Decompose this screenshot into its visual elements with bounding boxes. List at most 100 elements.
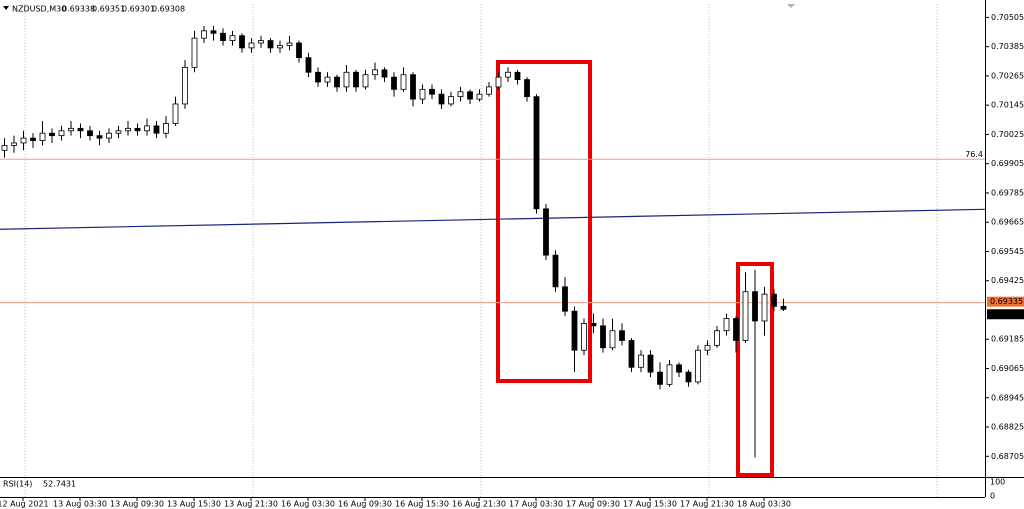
candle-body (258, 40, 264, 44)
price-label-box (987, 309, 1024, 320)
y-tick-label: 0.69185 (991, 335, 1024, 344)
candle-body (524, 79, 530, 98)
candle-body (49, 132, 55, 137)
price-label: 0.69335 (990, 297, 1023, 306)
level-label: 76.4 (965, 150, 983, 159)
rsi-value: 52.7431 (43, 480, 76, 489)
symbol: NZDUSD,M30 (12, 5, 66, 14)
candle-body (457, 91, 464, 98)
header-value: 0.69308 (152, 5, 185, 14)
candle-body (115, 130, 122, 134)
candle-body (761, 293, 768, 322)
x-tick-label: 17 Aug 21:30 (680, 500, 734, 509)
y-tick-label: 0.70265 (991, 71, 1024, 80)
x-tick-label: 13 Aug 21:30 (224, 500, 278, 509)
candle-body (476, 93, 483, 100)
candle-body (704, 344, 711, 351)
candle-body (486, 86, 492, 95)
candle-body (714, 330, 720, 346)
candle-body (533, 96, 540, 210)
v-grid (24, 4, 938, 497)
x-tick-label: 16 Aug 15:30 (395, 500, 449, 509)
candle-body (182, 66, 188, 105)
y-tick-label: 0.68705 (991, 452, 1024, 461)
candle-body (1, 145, 8, 151)
candle-body (619, 330, 625, 341)
candle-body (153, 125, 160, 134)
candle-body (296, 42, 302, 59)
candle-body (172, 103, 179, 124)
candle-body (609, 330, 616, 349)
candle-body (438, 93, 445, 105)
candle-body (543, 208, 549, 256)
y-tick-label: 0.68825 (991, 423, 1024, 432)
y-tick-label: 0.70025 (991, 130, 1024, 139)
header-value: 0.69301 (122, 5, 155, 14)
candle-body (20, 137, 27, 144)
x-tick-label: 17 Aug 15:30 (623, 500, 677, 509)
highlight-box (736, 262, 774, 477)
candle-body (505, 71, 511, 78)
candle-body (695, 349, 701, 383)
candle-body (229, 35, 236, 41)
candle-body (134, 127, 141, 132)
x-tick-label: 16 Aug 03:30 (281, 500, 335, 509)
candle-body (372, 69, 378, 76)
candle-body (163, 123, 169, 134)
x-tick-label: 13 Aug 15:30 (167, 500, 221, 509)
candle-body (600, 325, 606, 349)
shift-marker (787, 4, 795, 8)
rsi-label: RSI(14) (3, 480, 32, 489)
y-tick-label: 0.68945 (991, 393, 1024, 402)
rsi-tick-label: 0 (990, 492, 995, 501)
candle-body (11, 142, 17, 146)
candle-body (514, 71, 521, 80)
candle-body (144, 125, 150, 132)
candle-body (201, 30, 207, 39)
candle-body (467, 91, 473, 100)
candle-body (267, 40, 274, 49)
x-tick-label: 18 Aug 03:30 (737, 500, 791, 509)
y-tick-label: 0.69665 (991, 218, 1024, 227)
candle-body (685, 371, 692, 383)
rsi-tick-label: 100 (990, 478, 1005, 487)
y-tick-label: 0.69905 (991, 159, 1024, 168)
x-tick-label: 12 Aug 2021 (0, 500, 49, 509)
candle-body (733, 318, 739, 341)
candle-body (87, 130, 93, 137)
candle-body (334, 76, 340, 88)
candle-body (771, 293, 777, 307)
candle-body (742, 291, 749, 341)
candle-body (220, 32, 226, 41)
candle-body (125, 127, 131, 132)
candle-body (723, 318, 730, 332)
y-tick-label: 0.69785 (991, 188, 1024, 197)
header-value: 0.69338 (62, 5, 95, 14)
candle-body (362, 74, 369, 88)
y-tick-label: 0.69545 (991, 247, 1024, 256)
y-tick-label: 0.70385 (991, 42, 1024, 51)
candle-body (657, 371, 663, 385)
candle-body (305, 57, 312, 73)
price-label: 0.69308 (990, 310, 1023, 319)
candle-body (400, 74, 407, 90)
candle-body (191, 37, 198, 68)
candle-body (562, 286, 568, 312)
candle-body (647, 354, 654, 373)
candle-body (429, 88, 435, 95)
candle-body (628, 340, 635, 368)
candle-body (68, 127, 74, 132)
candle-body (239, 35, 245, 49)
trend-line (0, 208, 986, 230)
y-tick-label: 0.70145 (991, 101, 1024, 110)
x-tick-label: 16 Aug 09:30 (338, 500, 392, 509)
y-tick-label: 0.69425 (991, 276, 1024, 285)
candle-body (752, 291, 758, 322)
x-tick-label: 17 Aug 09:30 (566, 500, 620, 509)
candle-body (248, 42, 255, 49)
price-label-box (987, 296, 1024, 307)
candle-body (324, 76, 331, 83)
candle-body (277, 45, 283, 49)
